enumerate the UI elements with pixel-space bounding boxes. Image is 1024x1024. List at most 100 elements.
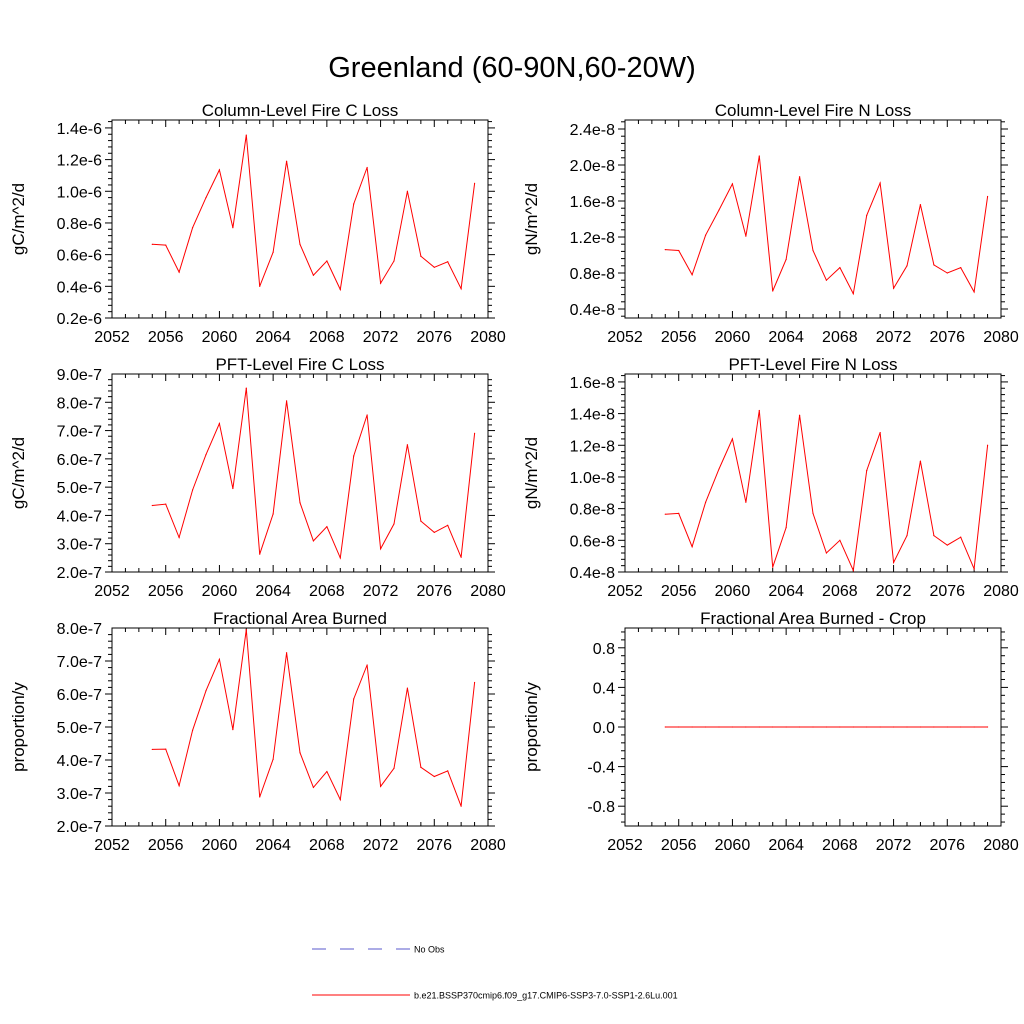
- x-tick-label: 2056: [148, 329, 184, 346]
- data-point: [973, 568, 975, 570]
- data-point: [691, 274, 693, 276]
- data-point: [393, 260, 395, 262]
- data-point: [353, 455, 355, 457]
- x-tick-label: 2072: [876, 329, 912, 346]
- chart-panel-3: PFT-Level Fire C Loss gC/m^2/d 2052 2056 206…: [9, 355, 506, 600]
- x-tick-label: 2080: [983, 583, 1019, 600]
- x-tick-label: 2068: [309, 837, 345, 854]
- y-tick-label: 2.0e-8: [570, 158, 615, 175]
- y-tick-label: 1.4e-6: [57, 121, 102, 138]
- y-tick-label: 9.0e-7: [57, 367, 102, 384]
- x-tick-label: 2072: [363, 329, 399, 346]
- data-point: [906, 534, 908, 537]
- data-point: [447, 524, 449, 526]
- data-point: [785, 527, 787, 529]
- y-tick-label: 2.4e-8: [570, 122, 615, 139]
- x-tick-label: 2060: [202, 583, 238, 600]
- data-point: [191, 227, 194, 229]
- data-point: [960, 267, 962, 269]
- data-point: [798, 726, 801, 728]
- data-point: [718, 468, 720, 470]
- data-point: [326, 770, 328, 773]
- data-point: [772, 290, 774, 292]
- data-point: [433, 775, 435, 778]
- data-point: [866, 726, 868, 728]
- data-point: [339, 799, 341, 801]
- data-point: [245, 134, 247, 136]
- y-tick-label: 0.4e-6: [57, 279, 102, 296]
- y-axis-label: proportion/y: [9, 682, 28, 772]
- data-point: [353, 698, 355, 700]
- data-point: [946, 544, 948, 546]
- data-point: [151, 243, 153, 245]
- data-point: [299, 243, 301, 245]
- x-tick-label: 2080: [983, 837, 1019, 854]
- y-axis-label: gN/m^2/d: [522, 437, 541, 509]
- data-point: [986, 444, 989, 446]
- y-tick-label: 5.0e-7: [57, 720, 102, 737]
- page-title: Greenland (60-90N,60-20W): [328, 52, 696, 84]
- x-tick-label: 2080: [470, 329, 506, 346]
- x-tick-label: 2072: [876, 583, 912, 600]
- x-tick-label: 2068: [309, 583, 345, 600]
- data-point: [339, 557, 341, 559]
- y-tick-label: 2.0e-7: [57, 565, 102, 582]
- y-tick-label: 6.0e-7: [57, 687, 102, 704]
- chart-panel-1: Column-Level Fire C Loss gC/m^2/d 2052 2056…: [9, 101, 506, 346]
- data-point: [973, 726, 975, 728]
- data-point: [678, 512, 680, 514]
- data-point: [852, 569, 854, 572]
- x-tick-label: 2068: [822, 329, 858, 346]
- data-point: [218, 658, 221, 660]
- data-point: [259, 553, 261, 555]
- data-point: [205, 690, 207, 692]
- y-tick-label: 7.0e-7: [57, 424, 102, 441]
- y-tick-label: 0.4: [593, 680, 615, 697]
- chart-panel-2: Column-Level Fire N Loss gN/m^2/d 2052 2056…: [522, 101, 1019, 346]
- data-point: [299, 502, 301, 504]
- data-point: [165, 503, 167, 505]
- data-point: [460, 805, 462, 807]
- y-tick-label: 4.0e-7: [57, 508, 102, 525]
- y-axis-label: gC/m^2/d: [9, 183, 28, 255]
- y-tick-label: 1.0e-6: [57, 184, 102, 201]
- data-point: [285, 160, 288, 162]
- y-tick-label: 8.0e-7: [57, 621, 102, 638]
- data-point: [892, 287, 895, 289]
- legend-label-2: b.e21.BSSP370cmip6.f09_g17.CMIP6-SSP3-7.…: [414, 991, 678, 1001]
- panel-title: Fractional Area Burned - Crop: [700, 609, 926, 628]
- y-tick-label: 1.6e-8: [570, 375, 615, 392]
- x-tick-label: 2052: [607, 329, 643, 346]
- data-point: [892, 561, 895, 564]
- panel-title: Column-Level Fire N Loss: [715, 101, 912, 120]
- data-point: [205, 454, 207, 456]
- data-point: [366, 166, 368, 169]
- data-point: [473, 182, 476, 184]
- y-tick-label: 8.0e-7: [57, 395, 102, 412]
- data-point: [473, 681, 476, 684]
- panel-title: Column-Level Fire C Loss: [202, 101, 399, 120]
- data-point: [379, 548, 382, 550]
- data-point: [892, 726, 895, 728]
- data-point: [852, 293, 854, 295]
- x-tick-label: 2068: [309, 329, 345, 346]
- y-tick-label: 1.2e-8: [570, 230, 615, 247]
- data-point: [473, 432, 476, 434]
- data-point: [986, 195, 989, 198]
- data-point: [852, 726, 854, 728]
- data-point: [785, 258, 787, 261]
- data-point: [691, 546, 693, 548]
- x-tick-label: 2072: [363, 583, 399, 600]
- data-point: [272, 513, 274, 515]
- x-tick-label: 2052: [607, 583, 643, 600]
- x-tick-label: 2060: [715, 583, 751, 600]
- x-tick-label: 2076: [416, 583, 452, 600]
- data-point: [191, 729, 194, 731]
- x-tick-label: 2064: [255, 837, 291, 854]
- data-point: [812, 726, 814, 728]
- y-tick-label: 0.8e-8: [570, 502, 615, 519]
- x-tick-label: 2060: [715, 329, 751, 346]
- y-tick-label: 0.0: [593, 720, 615, 737]
